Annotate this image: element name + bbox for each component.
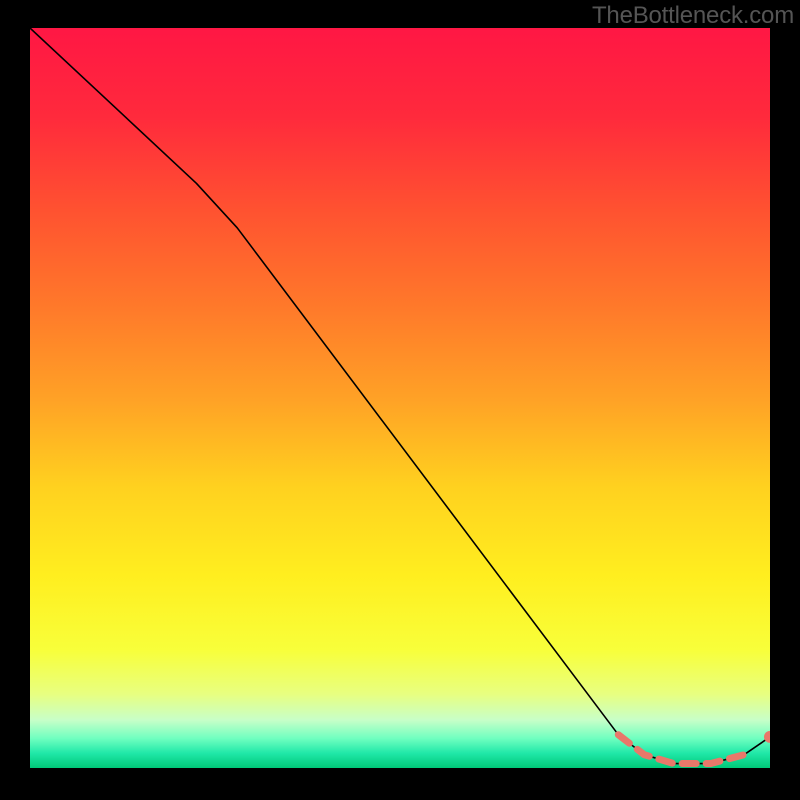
plot-area [30, 28, 770, 768]
watermark-text: TheBottleneck.com [592, 2, 794, 30]
chart-overlay [30, 28, 770, 768]
bottleneck-curve [30, 28, 770, 764]
